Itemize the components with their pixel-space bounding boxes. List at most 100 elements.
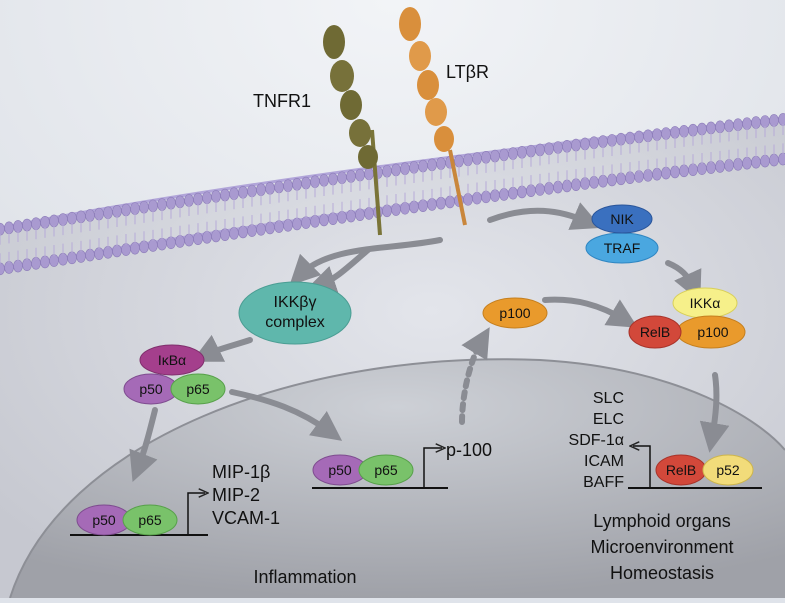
lipid-head — [5, 261, 14, 273]
lipid-head — [527, 145, 536, 157]
lipid-head — [320, 174, 329, 186]
lipid-head — [347, 170, 356, 182]
lipid-head — [671, 126, 680, 138]
p100-free: p100 — [483, 298, 547, 328]
left-gene-2: MIP-2 — [212, 485, 260, 505]
lipid-head — [554, 181, 563, 193]
lipid-head — [707, 162, 716, 174]
lipid-head — [167, 197, 176, 209]
lipid-head — [365, 207, 374, 219]
lipid-head — [590, 176, 599, 188]
lipid-head — [95, 248, 104, 260]
lipid-head — [257, 184, 266, 196]
lipid-head — [437, 197, 446, 209]
lipid-head — [266, 222, 275, 234]
lipid-head — [545, 143, 554, 155]
lipid-head — [113, 205, 122, 217]
lipid-head — [752, 156, 761, 168]
lipid-head — [329, 173, 338, 185]
lipid-head — [401, 163, 410, 175]
lipid-head — [23, 219, 32, 231]
p100-complex-label: p100 — [697, 324, 728, 340]
tnfr1-label: TNFR1 — [253, 91, 311, 111]
lipid-head — [131, 242, 140, 254]
lipid-head — [680, 125, 689, 137]
lipid-head — [500, 188, 509, 200]
p100-free-label: p100 — [499, 305, 530, 321]
lipid-head — [113, 245, 122, 257]
lipid-head — [104, 246, 113, 258]
left-p65-label: p65 — [138, 512, 162, 528]
lipid-head — [428, 159, 437, 171]
lipid-head — [707, 122, 716, 134]
lipid-head — [446, 196, 455, 208]
lipid-head — [32, 218, 41, 230]
lipid-head — [122, 244, 131, 256]
lipid-head — [509, 187, 518, 199]
lipid-head — [779, 153, 785, 165]
lipid-head — [536, 144, 545, 156]
lipid-head — [743, 157, 752, 169]
lipid-head — [536, 184, 545, 196]
lipid-head — [50, 215, 59, 227]
right-gene-baff: BAFF — [583, 474, 624, 491]
lipid-head — [221, 229, 230, 241]
lipid-head — [770, 114, 779, 126]
lipid-head — [356, 209, 365, 221]
lipid-head — [176, 196, 185, 208]
right-gene-sdf1a: SDF-1α — [569, 432, 624, 449]
lipid-head — [140, 241, 149, 253]
lipid-head — [266, 182, 275, 194]
lipid-head — [275, 221, 284, 233]
lipid-head — [500, 149, 509, 161]
lipid-head — [698, 123, 707, 135]
lipid-head — [176, 235, 185, 247]
right-p52-label: p52 — [716, 462, 740, 478]
lipid-head — [77, 250, 86, 262]
lipid-head — [716, 121, 725, 133]
lipid-head — [77, 211, 86, 223]
p50-label: p50 — [139, 381, 163, 397]
lipid-head — [131, 203, 140, 215]
lipid-head — [734, 119, 743, 131]
lipid-head — [5, 222, 14, 234]
lipid-head — [392, 204, 401, 216]
lipid-head — [293, 218, 302, 230]
lipid-head — [635, 171, 644, 183]
lipid-head — [599, 136, 608, 148]
lipid-head — [572, 139, 581, 151]
outcome-microenvironment: Microenvironment — [590, 537, 733, 557]
lipid-head — [626, 132, 635, 144]
p65-label: p65 — [186, 381, 210, 397]
lipid-head — [302, 177, 311, 189]
lipid-head — [617, 173, 626, 185]
lipid-head — [95, 208, 104, 220]
ikk-complex-line1: IKKβγ — [274, 294, 317, 311]
right-gene-icam: ICAM — [584, 453, 624, 470]
lipid-head — [68, 252, 77, 264]
lipid-head — [185, 234, 194, 246]
lipid-head — [617, 133, 626, 145]
lipid-head — [473, 153, 482, 165]
lipid-head — [248, 225, 257, 237]
lipid-head — [32, 257, 41, 269]
right-gene-slc: SLC — [593, 390, 624, 407]
lipid-head — [230, 188, 239, 200]
lipid-head — [311, 215, 320, 227]
lipid-head — [194, 233, 203, 245]
lipid-head — [770, 154, 779, 166]
lipid-head — [338, 172, 347, 184]
lipid-head — [563, 180, 572, 192]
lipid-head — [194, 193, 203, 205]
lipid-head — [149, 239, 158, 251]
ikba-label: IκBα — [158, 352, 186, 368]
lipid-head — [572, 179, 581, 191]
lipid-head — [581, 178, 590, 190]
lipid-head — [158, 199, 167, 211]
lipid-head — [563, 140, 572, 152]
lipid-head — [716, 160, 725, 172]
left-gene-3: VCAM-1 — [212, 508, 280, 528]
lipid-head — [212, 190, 221, 202]
